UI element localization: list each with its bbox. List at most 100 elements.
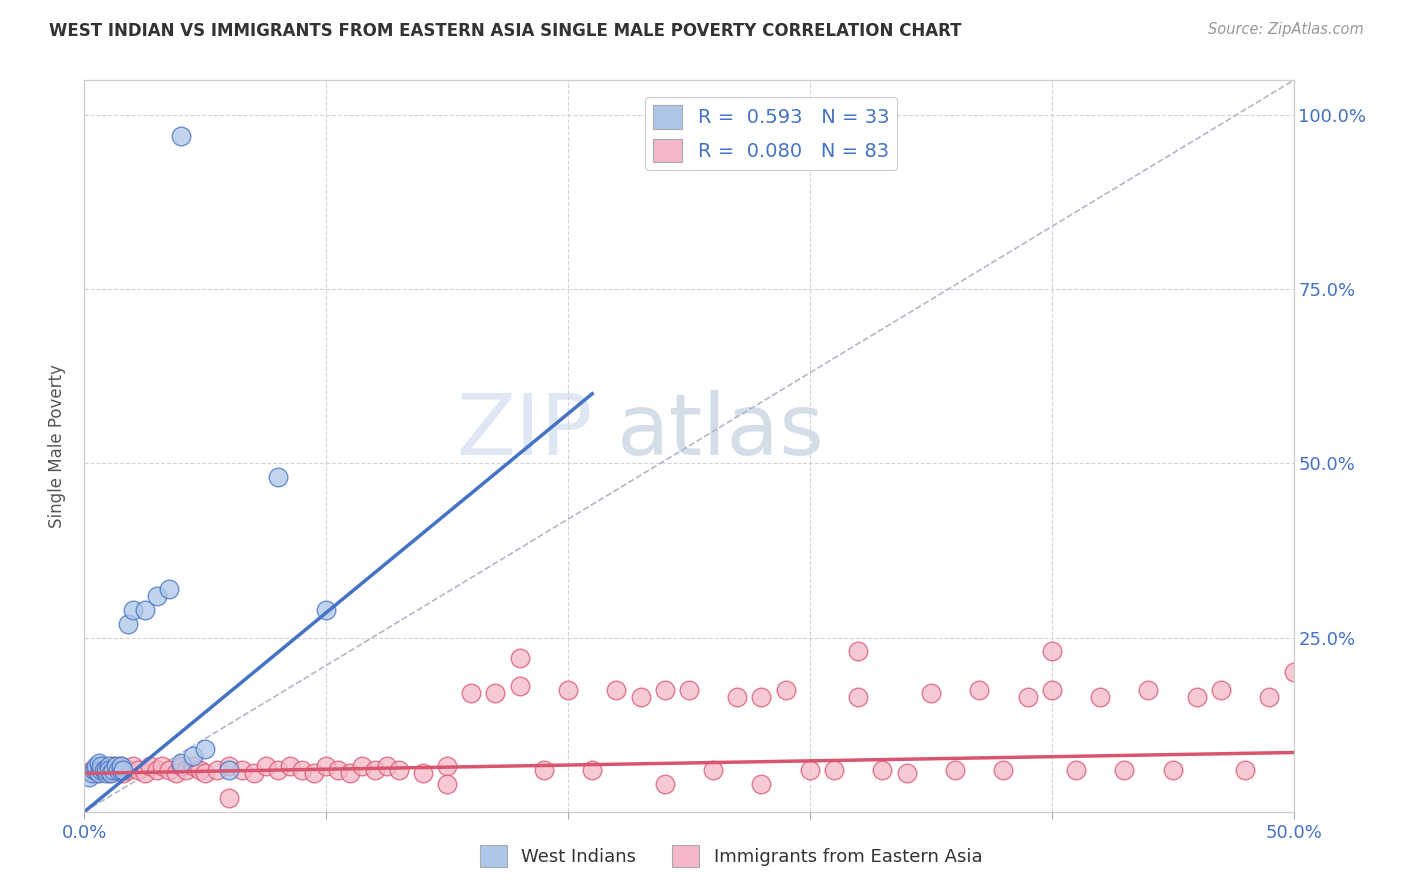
Point — [1282, 665, 1305, 680]
Point — [725, 690, 748, 704]
Point — [112, 766, 135, 780]
Point — [339, 766, 361, 780]
Point — [993, 763, 1015, 777]
Point — [1185, 690, 1208, 704]
Point — [157, 763, 180, 777]
Point — [94, 766, 117, 780]
Point — [278, 759, 301, 773]
Point — [218, 763, 240, 777]
Point — [121, 603, 143, 617]
Point — [678, 682, 700, 697]
Point — [920, 686, 942, 700]
Point — [97, 759, 120, 773]
Point — [231, 763, 253, 777]
Point — [146, 763, 169, 777]
Point — [112, 763, 135, 777]
Point — [375, 759, 398, 773]
Point — [1137, 682, 1160, 697]
Point — [302, 766, 325, 780]
Point — [127, 763, 149, 777]
Legend: R =  0.593   N = 33, R =  0.080   N = 83: R = 0.593 N = 33, R = 0.080 N = 83 — [645, 97, 897, 170]
Point — [654, 682, 676, 697]
Point — [107, 763, 129, 777]
Point — [104, 759, 127, 773]
Point — [117, 616, 139, 631]
Point — [823, 763, 845, 777]
Point — [134, 603, 156, 617]
Point — [194, 742, 217, 756]
Point — [328, 763, 350, 777]
Point — [967, 682, 990, 697]
Point — [170, 759, 193, 773]
Point — [93, 763, 115, 777]
Point — [557, 682, 579, 697]
Point — [460, 686, 482, 700]
Point — [87, 756, 110, 770]
Point — [267, 470, 290, 484]
Point — [254, 759, 277, 773]
Point — [315, 759, 337, 773]
Point — [1161, 763, 1184, 777]
Point — [218, 759, 240, 773]
Point — [702, 763, 724, 777]
Point — [388, 763, 411, 777]
Point — [110, 759, 132, 773]
Point — [103, 763, 125, 777]
Point — [207, 763, 229, 777]
Point — [165, 766, 187, 780]
Point — [86, 766, 108, 780]
Point — [484, 686, 506, 700]
Point — [117, 763, 139, 777]
Point — [1040, 644, 1063, 658]
Point — [77, 770, 100, 784]
Point — [846, 690, 869, 704]
Point — [121, 759, 143, 773]
Point — [605, 682, 627, 697]
Point — [291, 763, 314, 777]
Point — [509, 651, 531, 665]
Point — [630, 690, 652, 704]
Point — [181, 759, 204, 773]
Point — [90, 763, 112, 777]
Point — [150, 759, 173, 773]
Point — [110, 759, 132, 773]
Point — [104, 763, 127, 777]
Point — [94, 763, 117, 777]
Point — [157, 582, 180, 596]
Point — [80, 763, 103, 777]
Point — [1017, 690, 1039, 704]
Point — [87, 766, 110, 780]
Point — [533, 763, 555, 777]
Point — [97, 766, 120, 780]
Text: WEST INDIAN VS IMMIGRANTS FROM EASTERN ASIA SINGLE MALE POVERTY CORRELATION CHAR: WEST INDIAN VS IMMIGRANTS FROM EASTERN A… — [49, 22, 962, 40]
Point — [194, 766, 217, 780]
Point — [242, 766, 264, 780]
Point — [134, 766, 156, 780]
Point — [103, 759, 125, 773]
Point — [1258, 690, 1281, 704]
Point — [775, 682, 797, 697]
Point — [1234, 763, 1257, 777]
Point — [181, 749, 204, 764]
Point — [190, 763, 212, 777]
Point — [943, 763, 966, 777]
Point — [436, 777, 458, 791]
Point — [267, 763, 290, 777]
Text: Source: ZipAtlas.com: Source: ZipAtlas.com — [1208, 22, 1364, 37]
Text: atlas: atlas — [616, 390, 824, 473]
Point — [218, 790, 240, 805]
Point — [174, 763, 197, 777]
Point — [170, 756, 193, 770]
Point — [315, 603, 337, 617]
Point — [896, 766, 918, 780]
Point — [86, 763, 108, 777]
Point — [110, 763, 132, 777]
Point — [352, 759, 374, 773]
Point — [799, 763, 821, 777]
Point — [138, 759, 160, 773]
Point — [1114, 763, 1136, 777]
Point — [90, 759, 112, 773]
Y-axis label: Single Male Poverty: Single Male Poverty — [48, 364, 66, 528]
Point — [170, 128, 193, 143]
Point — [581, 763, 603, 777]
